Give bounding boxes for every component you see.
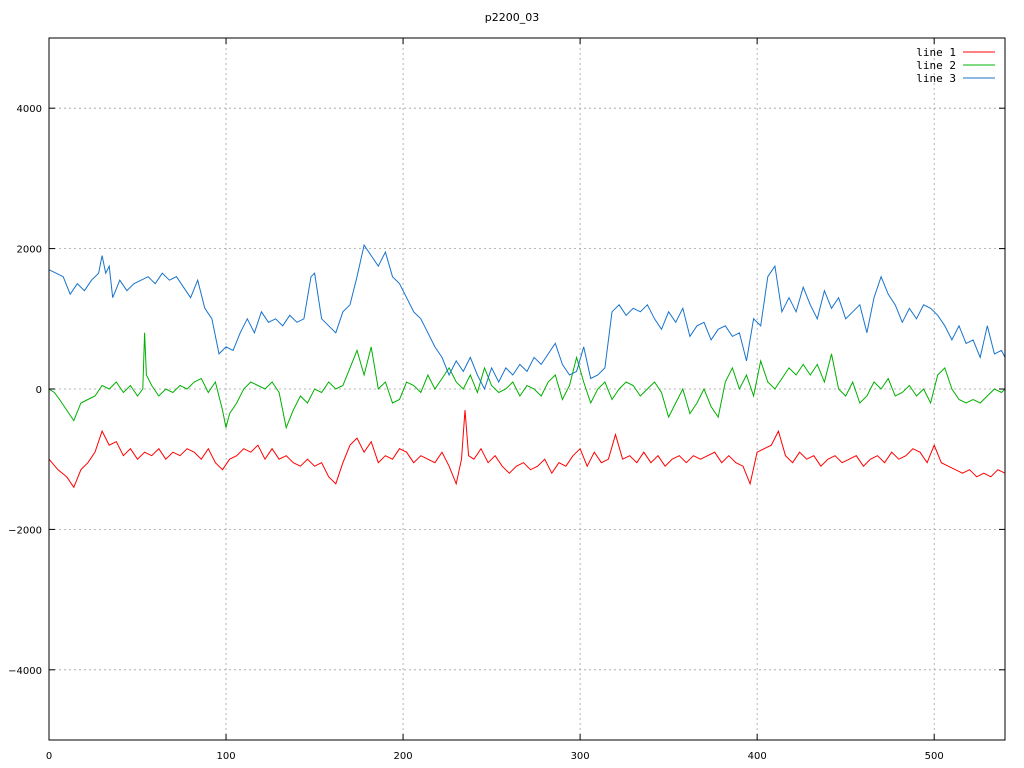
chart-title: p2200_03 <box>485 11 539 24</box>
x-tick-label: 400 <box>748 751 767 762</box>
y-tick-label: 4000 <box>17 104 42 115</box>
x-tick-label: 200 <box>394 751 413 762</box>
x-axis: 0 100 200 300 400 500 <box>46 751 944 762</box>
series-line-2 <box>48 332 1006 430</box>
grid <box>49 38 1005 740</box>
y-tick-label: 2000 <box>17 245 42 256</box>
y-tick-label: 0 <box>36 385 42 396</box>
legend-label: line 2 <box>916 59 956 72</box>
plot-frame <box>48 37 1006 741</box>
x-tick-label: 100 <box>216 751 235 762</box>
axis-ticks <box>48 38 1005 740</box>
legend-label: line 3 <box>916 72 956 85</box>
series-line-1 <box>48 410 1006 489</box>
legend-label: line 1 <box>916 46 956 59</box>
x-tick-label: 500 <box>925 751 944 762</box>
x-tick-label: 300 <box>571 751 590 762</box>
y-tick-label: −2000 <box>8 525 42 536</box>
plot-area <box>48 243 1006 489</box>
y-axis: −4000 −2000 0 2000 4000 <box>8 104 42 677</box>
series-line-3 <box>48 243 1006 391</box>
x-tick-label: 0 <box>46 751 52 762</box>
y-tick-label: −4000 <box>8 666 42 677</box>
